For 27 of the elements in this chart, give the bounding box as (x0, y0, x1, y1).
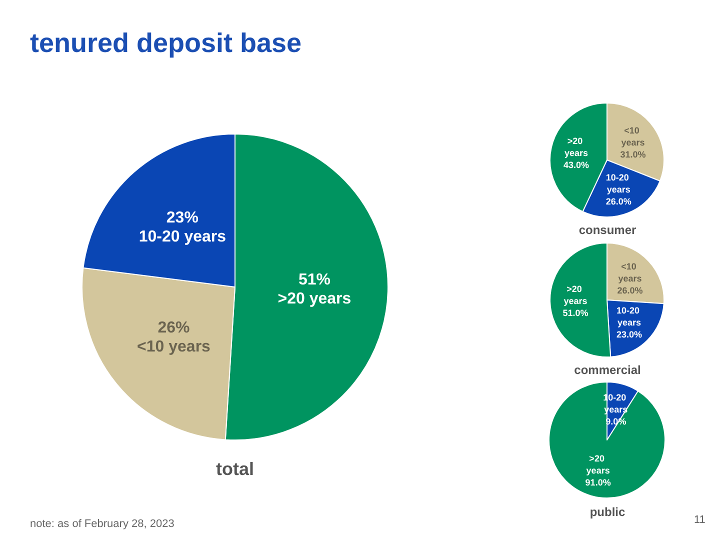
text: consumer (578, 223, 636, 237)
slice-label: >20 years (564, 136, 588, 158)
data-label: 23% (166, 209, 198, 226)
text: tenured deposit base (30, 28, 302, 59)
data-label: 51.0% (562, 308, 588, 318)
slice-label: 10-20 years (616, 305, 642, 328)
data-label: 26.0% (617, 285, 643, 296)
slice-label: >20 years (564, 284, 588, 306)
data-label: 26% (158, 320, 190, 337)
text: public (590, 505, 626, 519)
data-label: 91.0% (585, 478, 611, 488)
text: 11 (694, 514, 706, 526)
data-label: 31.0% (620, 149, 646, 160)
data-label: 43.0% (563, 160, 590, 170)
slice-label: 10-20 years (606, 172, 632, 194)
slice-label: <10 years (137, 338, 211, 356)
text: note: as of February 28, 2023 (30, 518, 174, 530)
slice-label: <10 years (618, 261, 642, 284)
text: total (216, 459, 254, 479)
slice-label: <10 years (621, 125, 645, 148)
slice-label: >20 years (586, 454, 610, 476)
slice-label: >20 years (278, 290, 352, 308)
data-label: 51% (298, 271, 330, 288)
slice-label: 10-20 years (138, 228, 226, 246)
text: commercial (574, 363, 641, 377)
data-label: 23.0% (616, 329, 642, 340)
data-label: 26.0% (606, 196, 632, 206)
